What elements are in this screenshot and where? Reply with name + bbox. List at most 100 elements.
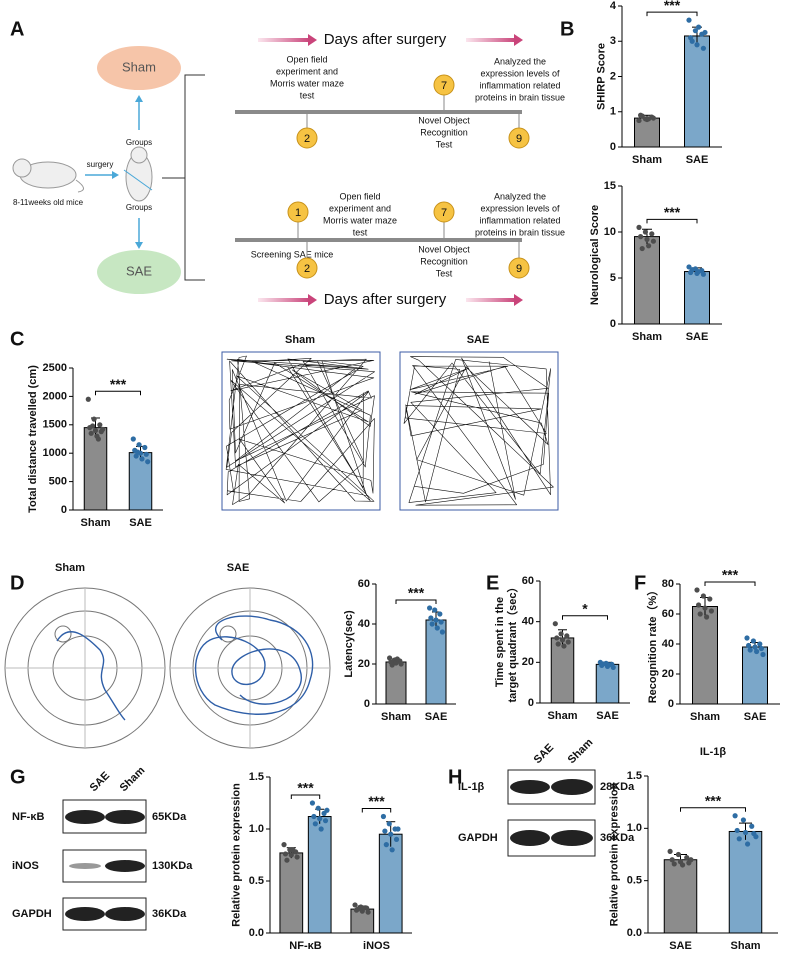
y-tick-label: 1500 bbox=[43, 419, 67, 431]
data-point bbox=[639, 113, 645, 119]
y-axis-label: Time spent in the bbox=[494, 597, 506, 687]
data-point bbox=[352, 902, 358, 908]
data-point bbox=[749, 823, 755, 829]
y-axis-label: target quadrant（sec） bbox=[506, 581, 519, 702]
arrow bbox=[466, 38, 516, 42]
y-tick-label: 40 bbox=[358, 618, 370, 630]
y-tick-label: 60 bbox=[358, 578, 370, 590]
event-text: Morris water maze bbox=[323, 215, 397, 225]
group-name: Sham bbox=[122, 59, 156, 74]
data-point bbox=[744, 635, 750, 641]
data-point bbox=[388, 831, 394, 837]
y-axis-label: Relative protein expression bbox=[230, 783, 242, 927]
data-point bbox=[700, 271, 707, 277]
data-point bbox=[696, 24, 702, 30]
event-text: expression levels of bbox=[480, 68, 560, 78]
data-point bbox=[686, 17, 692, 23]
data-point bbox=[284, 857, 290, 863]
y-tick-label: 5 bbox=[610, 272, 616, 284]
data-point bbox=[671, 861, 677, 867]
blot-column: Sham bbox=[118, 764, 148, 794]
data-point bbox=[88, 430, 94, 436]
bar bbox=[279, 852, 304, 934]
data-point bbox=[707, 596, 713, 602]
data-point bbox=[564, 633, 570, 639]
y-tick-label: 0 bbox=[528, 697, 534, 709]
data-point bbox=[684, 855, 690, 861]
maze-label: SAE bbox=[227, 562, 250, 574]
y-tick-label: 1.5 bbox=[249, 771, 264, 783]
arrow-head bbox=[135, 242, 143, 249]
data-point bbox=[290, 847, 296, 853]
significance: *** bbox=[664, 204, 681, 220]
day-number: 7 bbox=[441, 207, 447, 219]
swim-path bbox=[194, 615, 314, 715]
data-point bbox=[389, 662, 395, 668]
data-point bbox=[688, 857, 694, 863]
day-number: 7 bbox=[441, 80, 447, 92]
bar bbox=[83, 427, 108, 511]
bar bbox=[684, 271, 710, 325]
x-tick-label: Sham bbox=[731, 940, 761, 952]
y-axis-label: Latency(sec) bbox=[343, 610, 355, 678]
data-point bbox=[142, 444, 148, 451]
bar bbox=[595, 663, 620, 704]
x-tick-label: NF-κB bbox=[289, 940, 321, 952]
track bbox=[403, 356, 554, 506]
data-point bbox=[747, 647, 753, 653]
y-tick-label: 20 bbox=[358, 658, 370, 670]
y-axis-label: SHIRP Score bbox=[595, 43, 607, 110]
data-point bbox=[394, 656, 400, 662]
significance-bracket bbox=[646, 11, 698, 17]
data-point bbox=[355, 906, 361, 912]
data-point bbox=[752, 644, 758, 650]
data-point bbox=[679, 862, 686, 868]
data-point bbox=[610, 664, 616, 671]
bar bbox=[692, 606, 718, 705]
data-point bbox=[133, 453, 139, 459]
panel-label: H bbox=[448, 766, 462, 788]
data-point bbox=[702, 29, 708, 36]
data-point bbox=[90, 423, 96, 429]
significance: *** bbox=[705, 792, 722, 808]
significance-bracket bbox=[562, 615, 608, 620]
x-tick-label: SAE bbox=[669, 940, 692, 952]
data-point bbox=[697, 611, 703, 617]
panel-label: G bbox=[10, 766, 26, 788]
y-tick-label: 3 bbox=[610, 35, 616, 47]
x-tick-label: Sham bbox=[381, 711, 411, 723]
x-tick-label: SAE bbox=[596, 710, 619, 722]
y-tick-label: 0 bbox=[610, 141, 616, 153]
y-tick-label: 0 bbox=[668, 698, 674, 710]
data-point bbox=[434, 625, 440, 631]
timeline-heading: Days after surgery bbox=[324, 291, 447, 308]
data-point bbox=[95, 436, 101, 442]
panel-label: D bbox=[10, 572, 24, 594]
x-tick-label: Sham bbox=[548, 710, 578, 722]
data-point bbox=[650, 238, 657, 244]
data-point bbox=[282, 851, 289, 857]
data-point bbox=[559, 637, 566, 643]
bar bbox=[728, 830, 763, 934]
day-marker bbox=[296, 257, 318, 279]
event-text: test bbox=[353, 227, 368, 237]
data-point bbox=[136, 442, 142, 448]
data-point bbox=[757, 641, 763, 647]
data-point bbox=[389, 847, 395, 853]
data-point bbox=[428, 615, 434, 621]
y-axis-label: Total distance travelled (cm) bbox=[27, 365, 39, 513]
y-tick-label: 10 bbox=[604, 226, 616, 238]
arrow-head bbox=[308, 294, 317, 306]
y-tick-label: 2500 bbox=[43, 362, 67, 374]
blot-size: 65KDa bbox=[152, 811, 187, 823]
y-tick-label: 0.5 bbox=[249, 875, 264, 887]
data-point bbox=[139, 456, 145, 462]
y-axis-label: Relative protein expression bbox=[608, 782, 620, 926]
panel-label: A bbox=[10, 18, 24, 40]
significance: *** bbox=[297, 780, 314, 796]
panel-a-diagram: Sham SAE Groups Groups surgery 8-11weeks… bbox=[12, 31, 523, 308]
x-tick-label: SAE bbox=[129, 517, 152, 529]
y-tick-label: 1.0 bbox=[249, 823, 264, 835]
event-text: expression levels of bbox=[480, 203, 560, 213]
